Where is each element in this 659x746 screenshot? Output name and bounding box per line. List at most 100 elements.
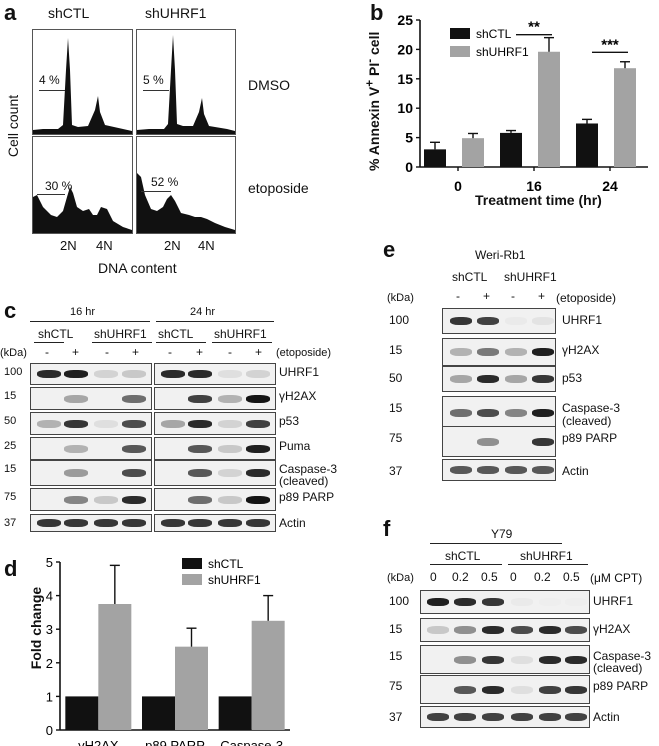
y-tick-label: 10 xyxy=(397,100,413,116)
panel-a-col-label-shuhrf1: shUHRF1 xyxy=(145,5,207,21)
histogram-shctl-etoposide: 30 % xyxy=(32,136,133,234)
legend-swatch-shuhrf1 xyxy=(450,46,470,57)
band xyxy=(64,444,88,453)
panel-f-row-name: γH2AX xyxy=(593,622,631,636)
band xyxy=(64,370,88,378)
band xyxy=(188,469,212,477)
panel-c-treat-sign: - xyxy=(168,345,172,359)
legend-swatch-shctl xyxy=(182,558,202,569)
panel-a-tick-2n-left: 2N xyxy=(60,238,77,253)
panel-c-blot-strip xyxy=(154,460,276,486)
panel-e-row-name: UHRF1 xyxy=(562,313,603,327)
panel-a-col-label-shctl: shCTL xyxy=(48,5,90,21)
panel-c-time-16: 16 hr xyxy=(70,306,96,318)
band xyxy=(122,444,146,453)
band xyxy=(450,375,472,383)
significance-mark: ** xyxy=(528,19,540,36)
underline xyxy=(34,342,64,343)
panel-f-row-name: UHRF1 xyxy=(593,594,634,608)
panel-c-kda-value: 15 xyxy=(4,390,17,402)
band xyxy=(122,469,146,477)
band xyxy=(539,598,561,606)
y-tick-label: 0 xyxy=(46,723,53,738)
panel-c-group-label: shUHRF1 xyxy=(214,327,267,341)
y-tick-label: 5 xyxy=(405,130,413,146)
panel-e-cell-line: Weri-Rb1 xyxy=(475,248,526,262)
panel-a-letter: a xyxy=(4,0,17,25)
band xyxy=(450,317,472,325)
y-tick-label: 0 xyxy=(405,159,413,175)
y-tick-label: 15 xyxy=(397,71,413,87)
band xyxy=(122,394,146,403)
panel-a-row-label-dmso: DMSO xyxy=(248,77,290,93)
panel-c-group-label: shCTL xyxy=(38,327,74,341)
panel-e-row-name: p53 xyxy=(562,371,583,385)
band xyxy=(64,469,88,477)
histogram-shuhrf1-etoposide-percent: 52 % xyxy=(151,175,179,189)
band xyxy=(122,495,146,504)
band xyxy=(218,519,242,527)
band xyxy=(450,348,472,356)
panel-c-treat-sign: - xyxy=(105,345,109,359)
band xyxy=(454,685,476,694)
bar-shctl-2 xyxy=(218,696,252,730)
panel-e-treat-sign: - xyxy=(511,289,515,303)
band xyxy=(37,370,61,378)
band xyxy=(37,519,61,527)
band xyxy=(482,655,504,664)
panel-f-row-name: Caspase-3 xyxy=(593,649,652,663)
y-tick-label: 1 xyxy=(46,689,53,704)
band xyxy=(246,469,270,477)
band xyxy=(565,685,587,694)
band xyxy=(246,419,270,428)
panel-f-blot-strip xyxy=(420,675,590,704)
band xyxy=(218,370,242,378)
panel-a-tick-4n-left: 4N xyxy=(96,238,113,253)
band xyxy=(450,466,472,474)
panel-c-blot-strip xyxy=(30,363,152,385)
panel-f-dose: 0.2 xyxy=(452,570,469,584)
panel-e-kda-label: (kDa) xyxy=(387,292,414,304)
panel-f-blot-strip xyxy=(420,645,590,674)
panel-c-time-24: 24 hr xyxy=(190,306,216,318)
band xyxy=(161,370,185,378)
underline xyxy=(30,321,150,322)
panel-c-kda-value: 50 xyxy=(4,415,17,427)
y-tick-label: 25 xyxy=(397,12,413,28)
panel-c-group-label: shUHRF1 xyxy=(94,327,147,341)
panel-c-treat-sign: + xyxy=(196,345,204,359)
band xyxy=(565,655,587,664)
band xyxy=(482,713,504,721)
y-tick-label: 4 xyxy=(46,589,53,604)
band xyxy=(37,419,61,428)
band xyxy=(539,626,561,634)
band xyxy=(482,626,504,634)
band xyxy=(477,466,499,474)
y-tick-label: 2 xyxy=(46,656,53,671)
panel-f-row-name: Actin xyxy=(593,710,620,724)
band xyxy=(477,348,499,356)
band xyxy=(532,317,554,325)
panel-e-blot-strip xyxy=(442,338,556,366)
bar-shctl-1 xyxy=(142,696,175,730)
band xyxy=(477,375,499,383)
panel-c-blot-strip xyxy=(30,437,152,460)
band xyxy=(511,655,533,664)
bar-shctl-2 xyxy=(576,123,598,167)
panel-e-kda-value: 15 xyxy=(389,343,403,357)
panel-e-blot-strip xyxy=(442,426,556,457)
bar-shuhrf1-2 xyxy=(251,620,285,730)
panel-e-kda-value: 50 xyxy=(389,371,403,385)
panel-f-kda-value: 37 xyxy=(389,710,403,724)
panel-c-blot-strip xyxy=(154,412,276,435)
panel-e-blot-strip xyxy=(442,459,556,481)
panel-e-row-name: γH2AX xyxy=(562,343,600,357)
panel-f-row-name-2: (cleaved) xyxy=(593,661,643,675)
y-tick-label: 5 xyxy=(46,555,53,570)
panel-c-blot-strip xyxy=(30,460,152,486)
panel-f-kda-value: 100 xyxy=(389,594,410,608)
histogram-shuhrf1-dmso: 5 % xyxy=(136,29,236,135)
panel-e-row-name: Caspase-3 xyxy=(562,401,621,415)
underline xyxy=(508,564,588,565)
band xyxy=(218,495,242,504)
